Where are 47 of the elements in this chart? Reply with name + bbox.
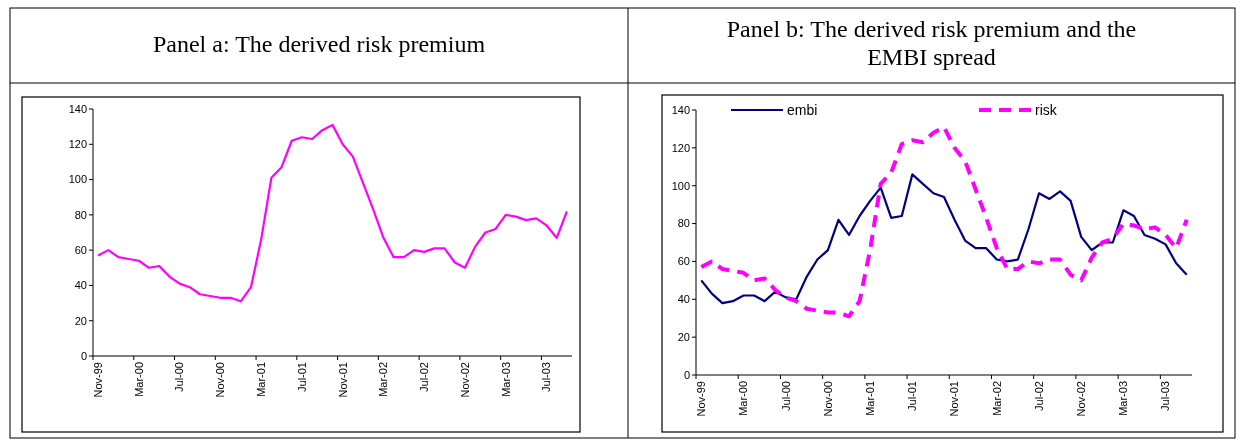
line-series	[97, 123, 568, 303]
x-tick-label: Jul-02	[418, 362, 431, 392]
y-tick-label: 60	[74, 243, 87, 256]
chart-title: Panel b: The derived risk premium and the EMBI spread	[726, 16, 1137, 70]
x-tick-label: Jul-00	[173, 362, 186, 392]
x-tick-label: Mar-00	[132, 362, 145, 397]
x-tick-label: Jul-03	[1159, 381, 1172, 411]
y-tick-label: 120	[68, 138, 87, 151]
x-tick-label: Nov-00	[214, 362, 227, 398]
y-tick-label: 140	[68, 102, 87, 115]
x-tick-label: Jul-01	[295, 362, 308, 392]
x-tick-label: Mar-00	[737, 381, 750, 416]
x-tick-label: Nov-01	[948, 381, 961, 417]
line-series	[699, 125, 1189, 319]
chart-title: Panel a: The derived risk premium	[152, 31, 486, 57]
x-tick-label: Mar-03	[1117, 381, 1130, 416]
y-tick-label: 100	[671, 179, 690, 192]
legend-label: embi	[787, 101, 818, 118]
line-series	[700, 173, 1188, 305]
y-tick-label: 0	[80, 349, 87, 362]
x-tick-label: Jul-02	[1032, 381, 1045, 411]
x-tick-label: Jul-01	[906, 381, 919, 411]
x-tick-label: Mar-03	[499, 362, 512, 397]
legend-label: risk	[1035, 101, 1058, 118]
y-tick-label: 40	[74, 279, 87, 292]
x-tick-label: Mar-01	[255, 362, 268, 397]
y-tick-label: 100	[68, 173, 87, 186]
y-tick-label: 20	[677, 330, 690, 343]
y-tick-label: 60	[677, 255, 690, 268]
x-tick-label: Nov-02	[1075, 381, 1088, 417]
y-tick-label: 80	[74, 208, 87, 221]
y-tick-label: 120	[671, 141, 690, 154]
x-tick-label: Jul-03	[540, 362, 553, 392]
y-tick-label: 0	[683, 368, 690, 381]
x-tick-label: Nov-01	[336, 362, 349, 398]
x-tick-label: Nov-02	[458, 362, 471, 398]
x-tick-label: Mar-02	[990, 381, 1003, 416]
y-tick-label: 140	[671, 103, 690, 116]
x-tick-label: Mar-01	[863, 381, 876, 416]
y-tick-label: 20	[74, 314, 87, 327]
y-tick-label: 40	[677, 293, 690, 306]
x-tick-label: Jul-00	[779, 381, 792, 411]
x-tick-label: Nov-99	[91, 362, 104, 398]
x-tick-label: Nov-00	[821, 381, 834, 417]
y-tick-label: 80	[677, 217, 690, 230]
x-tick-label: Mar-02	[377, 362, 390, 397]
x-tick-label: Nov-99	[695, 381, 708, 417]
